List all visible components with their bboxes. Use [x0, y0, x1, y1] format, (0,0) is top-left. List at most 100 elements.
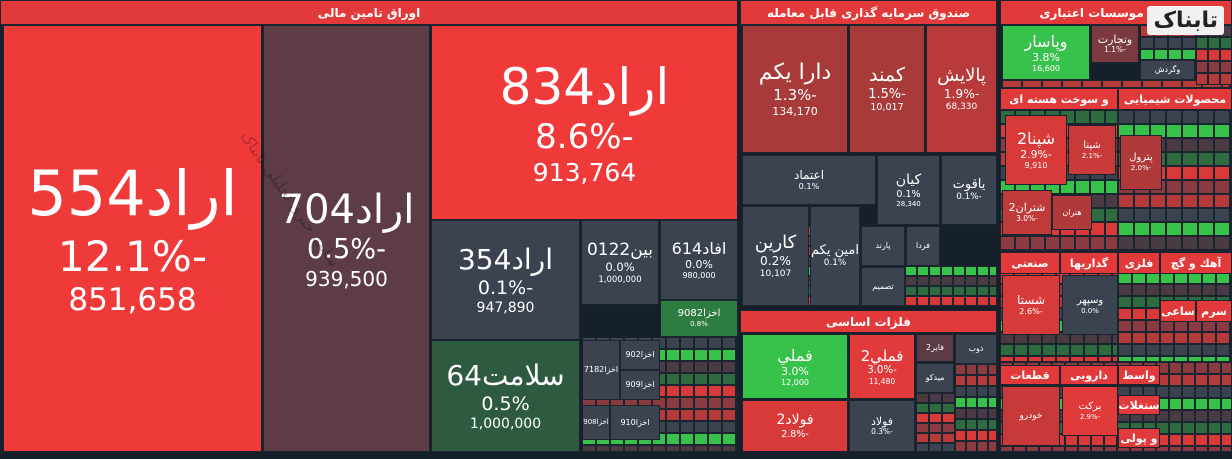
filler-cell [1182, 422, 1195, 434]
filler-cell [680, 349, 694, 361]
filler-cell [1105, 194, 1118, 208]
filler-cell [1146, 308, 1160, 320]
filler-cell [988, 408, 997, 419]
filler-cell [708, 337, 722, 349]
filler-cell [680, 397, 694, 409]
filler-cell [694, 409, 708, 421]
filler-cell [966, 375, 977, 386]
filler-cell [1182, 386, 1195, 398]
filler-cell [1132, 296, 1146, 308]
filler-cell [722, 337, 736, 349]
filler-cell [694, 373, 708, 385]
filler-cell [1220, 61, 1232, 73]
filler-cell [736, 337, 738, 349]
filler-cell [955, 375, 966, 386]
filler-cell [1208, 374, 1221, 386]
filler-cell [1014, 356, 1028, 362]
filler-cell [1140, 49, 1154, 60]
filler-cell [1168, 49, 1182, 60]
filler-cell [694, 337, 708, 349]
filler-cell [1166, 194, 1182, 208]
stock-name: اخزا902 [625, 350, 655, 360]
stock-volume: 68,330 [945, 101, 978, 112]
stock-tile: وگردش [1140, 60, 1195, 80]
filler-cell [1118, 236, 1134, 250]
stock-name: پترول [1129, 152, 1153, 164]
filler-cell [955, 419, 966, 430]
stock-name: شپنا2 [1016, 129, 1056, 149]
filler-cell [905, 286, 917, 296]
filler-cell [1214, 222, 1230, 236]
filler-cell [1102, 80, 1122, 88]
filler-cell [955, 430, 966, 441]
filler-cell [736, 385, 738, 397]
stock-change: -2.9% [1079, 412, 1101, 421]
filler-cell [652, 445, 666, 452]
stock-name: شستا [1016, 292, 1046, 307]
stock-tile: پترول -2.0% [1120, 135, 1162, 190]
stock-tile: فاير2 [916, 334, 954, 362]
filler-cell [722, 397, 736, 409]
filler-cell [1000, 446, 1013, 452]
filler-cell [1221, 362, 1232, 374]
filler-cell [1118, 110, 1134, 124]
section-header: سرم [1196, 300, 1232, 322]
filler-cell [1150, 222, 1166, 236]
filler-cell [1221, 434, 1232, 446]
filler-cell [1188, 344, 1202, 356]
filler-cell [1188, 356, 1202, 362]
filler-cell [694, 385, 708, 397]
stock-change: -2.0% [1130, 164, 1152, 173]
filler-cell [966, 397, 977, 408]
filler-cell [1169, 422, 1182, 434]
filler-cell [1216, 356, 1230, 362]
stock-tile: پالايش -1.9% 68,330 [926, 25, 997, 153]
stock-name: اخزا908 [583, 418, 609, 427]
filler-cell [929, 403, 942, 413]
stock-volume: 939,500 [305, 266, 388, 291]
filler-cell [955, 441, 966, 452]
filler-cell [1182, 180, 1198, 194]
filler-cell [905, 266, 917, 276]
stock-name: افاد614 [671, 239, 727, 259]
filler-cell [977, 266, 989, 276]
stock-tile: اراد704 -0.5% 939,500 [263, 25, 430, 452]
stock-change: -1.3% [773, 85, 817, 104]
filler-cell [941, 276, 953, 286]
filler-cell [1090, 236, 1105, 250]
stock-change: -2.8% [781, 428, 809, 440]
filler-cell [1146, 320, 1160, 332]
filler-cell [1105, 250, 1118, 252]
stock-tile: اخزا7182 [582, 340, 620, 400]
filler-cell [1195, 386, 1208, 398]
filler-cell [666, 385, 680, 397]
filler-cell [1160, 344, 1174, 356]
filler-cell [1198, 138, 1214, 152]
filler-cell [966, 364, 977, 375]
filler-cell [988, 386, 997, 397]
stock-change: 0.1% [823, 258, 847, 269]
filler-cell [1090, 180, 1105, 194]
filler-cell [1105, 222, 1118, 236]
filler-cell [1000, 344, 1014, 356]
stock-tile: هنران [1052, 195, 1092, 230]
filler-cell [965, 296, 977, 306]
stock-change: -0.1% [956, 192, 982, 203]
stock-tile: اخزا908 [582, 405, 610, 440]
filler-cell [977, 386, 988, 397]
filler-cell [929, 413, 942, 423]
filler-cell [1118, 308, 1132, 320]
filler-cell [1134, 236, 1150, 250]
filler-cell [1196, 37, 1208, 49]
filler-cell [1098, 344, 1112, 356]
filler-cell [1134, 250, 1150, 252]
filler-cell [1182, 138, 1198, 152]
filler-cell [1000, 236, 1015, 250]
filler-cell [1056, 356, 1070, 362]
stock-change: -2.9% [1020, 148, 1052, 162]
filler-cell [1015, 236, 1030, 250]
filler-cell [1022, 80, 1042, 88]
stock-name: پارند [875, 241, 891, 251]
filler-cell [680, 445, 694, 452]
stock-tile: شپنا2 -2.9% 9,910 [1005, 115, 1067, 185]
